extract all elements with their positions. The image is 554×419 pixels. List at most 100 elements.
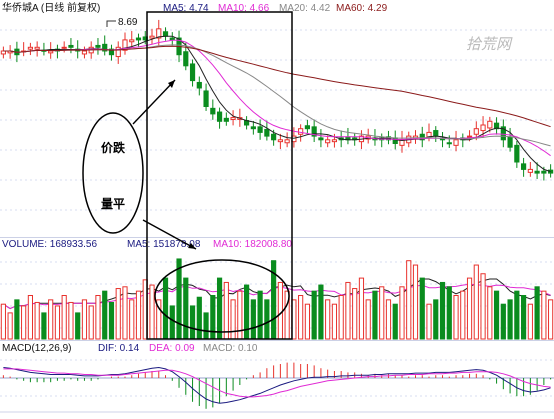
volume-bar	[88, 305, 94, 340]
volume-bar	[439, 281, 446, 340]
candle-body	[156, 28, 162, 39]
price-drop-label: 价跌	[101, 140, 126, 155]
candle-body	[271, 133, 277, 141]
volume-bar	[95, 295, 101, 340]
volume-bar	[223, 281, 229, 340]
volume-bar	[331, 303, 338, 340]
volume-bar	[298, 295, 304, 340]
candle-body	[203, 90, 209, 107]
candle-body	[311, 126, 317, 137]
volume-bar	[237, 290, 243, 340]
volume-bar	[493, 290, 500, 340]
volume-bar	[304, 303, 310, 340]
candle-body	[257, 126, 263, 133]
candle-body	[500, 126, 506, 141]
arrow-volume	[142, 219, 197, 250]
volume-bar	[325, 299, 331, 340]
volume-bar	[122, 286, 128, 340]
volume-bar	[507, 299, 513, 340]
candle-body	[102, 43, 108, 52]
volume-bar	[406, 260, 412, 340]
candle-body	[325, 139, 331, 144]
ma5-label: MA5: 4.74	[163, 3, 209, 14]
volume-bar	[480, 273, 486, 340]
candle-body	[230, 117, 236, 120]
volume-bar	[102, 290, 108, 340]
volume-bar	[466, 277, 473, 340]
flat-volume-label: 量平	[101, 197, 125, 211]
volume-bar	[433, 299, 439, 340]
candle-body	[514, 144, 520, 163]
candle-body	[115, 46, 121, 58]
candle-body	[169, 37, 175, 41]
volume-bar	[203, 312, 209, 340]
volume-bar	[534, 286, 540, 340]
volume-bars-group	[0, 258, 554, 340]
volume-bar	[264, 299, 270, 340]
candle-body	[284, 139, 290, 144]
volume-bar	[149, 284, 155, 340]
volume-bar	[81, 299, 88, 340]
volume-bar	[54, 305, 61, 340]
ma-lines-group	[3, 35, 551, 310]
volume-bar	[41, 312, 47, 340]
candle-body	[304, 125, 310, 130]
volume-bar	[216, 277, 223, 340]
candle-body	[534, 170, 540, 174]
macd-header-bg	[0, 341, 554, 353]
volume-label: VOLUME: 168933.56	[2, 239, 97, 250]
arrow-price	[132, 79, 176, 125]
macd-dif-line	[3, 366, 551, 404]
volume-bar	[169, 305, 175, 340]
volume-bar	[473, 264, 479, 340]
volume-bar	[257, 290, 263, 340]
volume-bar	[338, 295, 344, 340]
volume-bar	[419, 277, 425, 340]
volume-bar	[129, 299, 135, 340]
candle-body	[122, 39, 128, 51]
volume-bar	[61, 295, 67, 340]
volume-ellipse	[154, 259, 290, 333]
volume-bar	[196, 296, 202, 340]
macd-title: MACD(12,26,9)	[2, 343, 71, 354]
volume-bar	[487, 286, 493, 340]
candle-body	[27, 46, 33, 50]
candle-body	[331, 139, 338, 143]
volume-bar	[14, 299, 20, 340]
macd-group	[0, 362, 554, 409]
volume-header-bg	[0, 238, 554, 250]
volume-bar	[412, 264, 419, 340]
macd-dea-label: DEA: 0.09	[149, 343, 195, 354]
volume-bar	[7, 312, 13, 340]
volume-bar	[250, 299, 256, 340]
candle-body	[162, 31, 169, 37]
volume-bar	[358, 277, 365, 340]
volume-bar	[453, 295, 459, 340]
volume-bar	[548, 299, 554, 340]
candle-body	[223, 117, 229, 122]
highlight-box	[146, 11, 293, 340]
candle-body	[493, 122, 500, 130]
volume-bar	[385, 299, 392, 340]
candle-body	[196, 81, 202, 89]
volume-bar	[48, 299, 54, 340]
high-marker-line	[106, 20, 116, 27]
candle-body	[466, 135, 473, 138]
candle-body	[34, 46, 40, 50]
volume-ma10-label: MA10: 182008.80	[213, 239, 292, 250]
volume-bar	[183, 277, 189, 340]
candle-body	[61, 46, 67, 49]
macd-dea-line	[3, 368, 551, 398]
candle-body	[527, 168, 533, 173]
volume-bar	[162, 277, 169, 340]
volume-bar	[379, 286, 385, 340]
volume-bar	[527, 303, 533, 340]
volume-bar	[426, 303, 432, 340]
volume-bar	[345, 281, 351, 340]
volume-bar	[34, 301, 40, 340]
volume-bar	[75, 312, 81, 340]
candle-body	[210, 107, 216, 115]
candle-body	[480, 124, 486, 132]
candle-body	[183, 51, 189, 67]
